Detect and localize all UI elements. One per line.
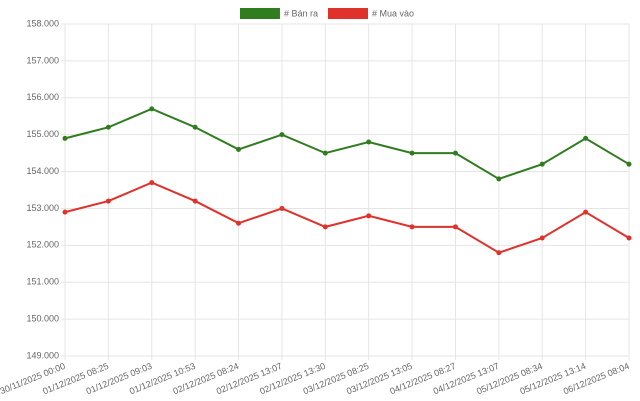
data-point (105, 124, 111, 130)
data-point (626, 161, 632, 167)
data-point (62, 209, 68, 215)
data-point (149, 106, 155, 112)
series-line (64, 181, 630, 254)
data-point (236, 146, 242, 152)
data-point (366, 213, 372, 219)
data-point (409, 224, 415, 230)
series-line (64, 107, 630, 181)
data-point (62, 135, 68, 141)
data-point (496, 250, 502, 256)
data-point (452, 150, 458, 156)
data-point (539, 161, 545, 167)
data-point (583, 209, 589, 215)
legend-label: # Mua vào (372, 8, 414, 18)
y-tick-label: 150.000 (26, 313, 59, 323)
y-tick-label: 153.000 (26, 203, 59, 213)
data-point (322, 150, 328, 156)
data-point (496, 176, 502, 182)
y-tick-label: 151.000 (26, 277, 59, 287)
legend-swatch (328, 8, 368, 19)
y-tick-label: 158.000 (26, 18, 59, 28)
data-point (192, 198, 198, 204)
data-point (452, 224, 458, 230)
data-point (149, 180, 155, 186)
y-tick-label: 149.000 (26, 350, 59, 360)
legend-swatch (239, 8, 280, 19)
y-tick-label: 155.000 (26, 129, 59, 139)
data-point (539, 235, 545, 241)
y-tick-label: 154.000 (26, 166, 59, 176)
data-point (626, 235, 632, 241)
legend-label: # Bán ra (284, 8, 318, 18)
data-point (366, 139, 372, 145)
data-point (192, 124, 198, 130)
y-tick-label: 157.000 (26, 55, 59, 65)
data-point (583, 135, 589, 141)
legend: # Bán ra # Mua vào (239, 8, 414, 19)
data-point (279, 132, 285, 138)
y-tick-label: 152.000 (26, 240, 59, 250)
data-point (105, 198, 111, 204)
y-tick-label: 156.000 (26, 92, 59, 102)
data-point (409, 150, 415, 156)
data-point (322, 224, 328, 230)
data-point (279, 205, 285, 211)
data-point (236, 220, 242, 226)
